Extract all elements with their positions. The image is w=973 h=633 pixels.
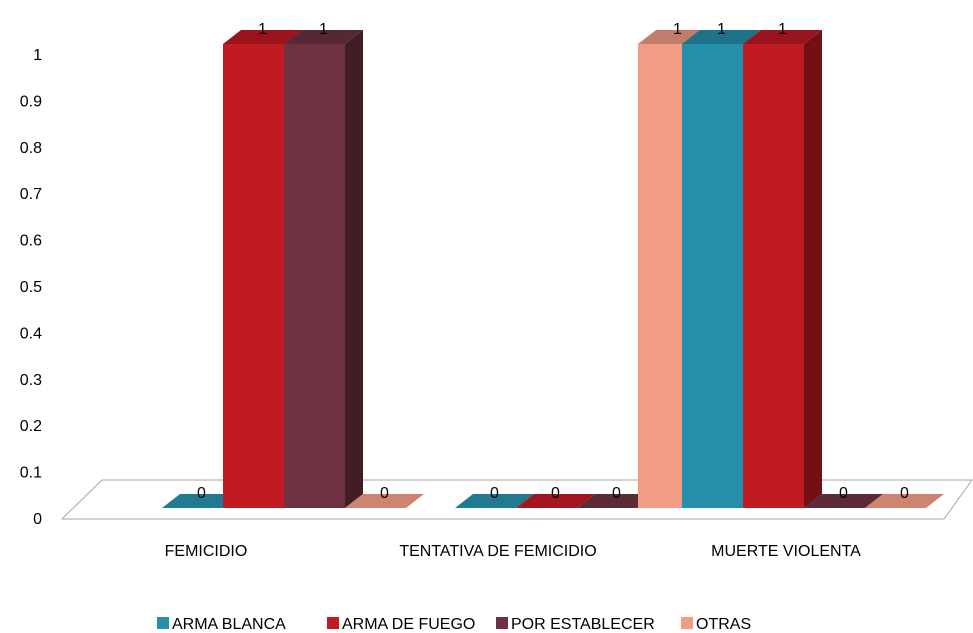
bar-otras-muerte-violenta: 0 [865, 485, 944, 508]
legend-swatch [496, 617, 508, 629]
bar-front [223, 44, 284, 508]
legend-label: ARMA BLANCA [172, 616, 286, 633]
y-tick-label: 0.3 [20, 372, 42, 389]
bar-top [162, 494, 241, 508]
bar-side [345, 30, 363, 508]
legend-swatch [681, 617, 693, 629]
x-axis: FEMICIDIO TENTATIVA DE FEMICIDIO MUERTE VI… [165, 543, 861, 560]
data-label: 0 [612, 485, 621, 502]
bar-otras-femicidio: 0 [345, 485, 424, 508]
bar-top [223, 30, 302, 44]
legend-label: OTRAS [696, 616, 751, 633]
legend-label: ARMA DE FUEGO [342, 616, 475, 633]
bar-arma-de-fuego-tentativa-de-femicidio: 0 [516, 485, 595, 508]
bar-front [743, 44, 804, 508]
bar-front [682, 44, 743, 508]
y-tick-label: 0.4 [20, 325, 42, 342]
chart-floor [60, 479, 973, 520]
bar-top [284, 30, 363, 44]
y-tick-label: 0.5 [20, 279, 42, 296]
data-label: 0 [197, 485, 206, 502]
data-label: 0 [839, 485, 848, 502]
y-axis: 0 0.1 0.2 0.3 0.4 0.5 0.6 0.7 0.8 0.9 1 [20, 47, 42, 528]
legend-swatch [157, 617, 169, 629]
data-label: 1 [258, 21, 267, 38]
data-label: 1 [673, 21, 682, 38]
legend-swatch [327, 617, 339, 629]
bar-por-establecer-tentativa-de-femicidio: 0 [577, 485, 656, 508]
category-label-femicidio: FEMICIDIO [165, 543, 248, 560]
bar-por-establecer-femicidio: 1 [284, 21, 363, 508]
data-label: 1 [778, 21, 787, 38]
legend-item-arma-de-fuego: ARMA DE FUEGO [327, 616, 475, 633]
bar-arma-de-fuego-muerte-violenta: 1 [743, 21, 822, 508]
data-label: 0 [490, 485, 499, 502]
bar-top [455, 494, 534, 508]
bar-top [516, 494, 595, 508]
floor-outline [60, 479, 973, 520]
bar-top [577, 494, 656, 508]
y-tick-label: 0.2 [20, 418, 42, 435]
bar-front [284, 44, 345, 508]
bar-top [743, 30, 822, 44]
data-label: 0 [900, 485, 909, 502]
bar-arma-blanca-femicidio: 0 [162, 485, 241, 508]
y-tick-label: 0.9 [20, 93, 42, 110]
bar-top [682, 30, 761, 44]
category-label-muerte-violenta: MUERTE VIOLENTA [711, 543, 861, 560]
data-label: 0 [551, 485, 560, 502]
legend-item-arma-blanca: ARMA BLANCA [157, 616, 286, 633]
y-tick-label: 0 [33, 511, 42, 528]
legend-label: POR ESTABLECER [511, 616, 655, 633]
legend-item-otras: OTRAS [681, 616, 751, 633]
data-label: 1 [717, 21, 726, 38]
y-tick-label: 0.6 [20, 233, 42, 250]
legend: ARMA BLANCA ARMA DE FUEGO POR ESTABLECER OT… [157, 616, 751, 633]
bar-side [804, 30, 822, 508]
category-label-tentativa-de-femicidio: TENTATIVA DE FEMICIDIO [399, 543, 596, 560]
legend-item-por-establecer: POR ESTABLECER [496, 616, 655, 633]
bars: 0 1 1 0 0 0 0 1 1 1 0 0 [162, 21, 944, 508]
bar-arma-blanca-tentativa-de-femicidio: 0 [455, 485, 534, 508]
data-label: 0 [380, 485, 389, 502]
bar-top [804, 494, 883, 508]
y-tick-label: 0.7 [20, 186, 42, 203]
y-tick-label: 0.8 [20, 140, 42, 157]
y-tick-label: 0.1 [20, 465, 42, 482]
bar-por-establecer-muerte-violenta: 0 [804, 485, 883, 508]
data-label: 1 [319, 21, 328, 38]
bar-top [345, 494, 424, 508]
y-tick-label: 1 [33, 47, 42, 64]
bar-top [865, 494, 944, 508]
